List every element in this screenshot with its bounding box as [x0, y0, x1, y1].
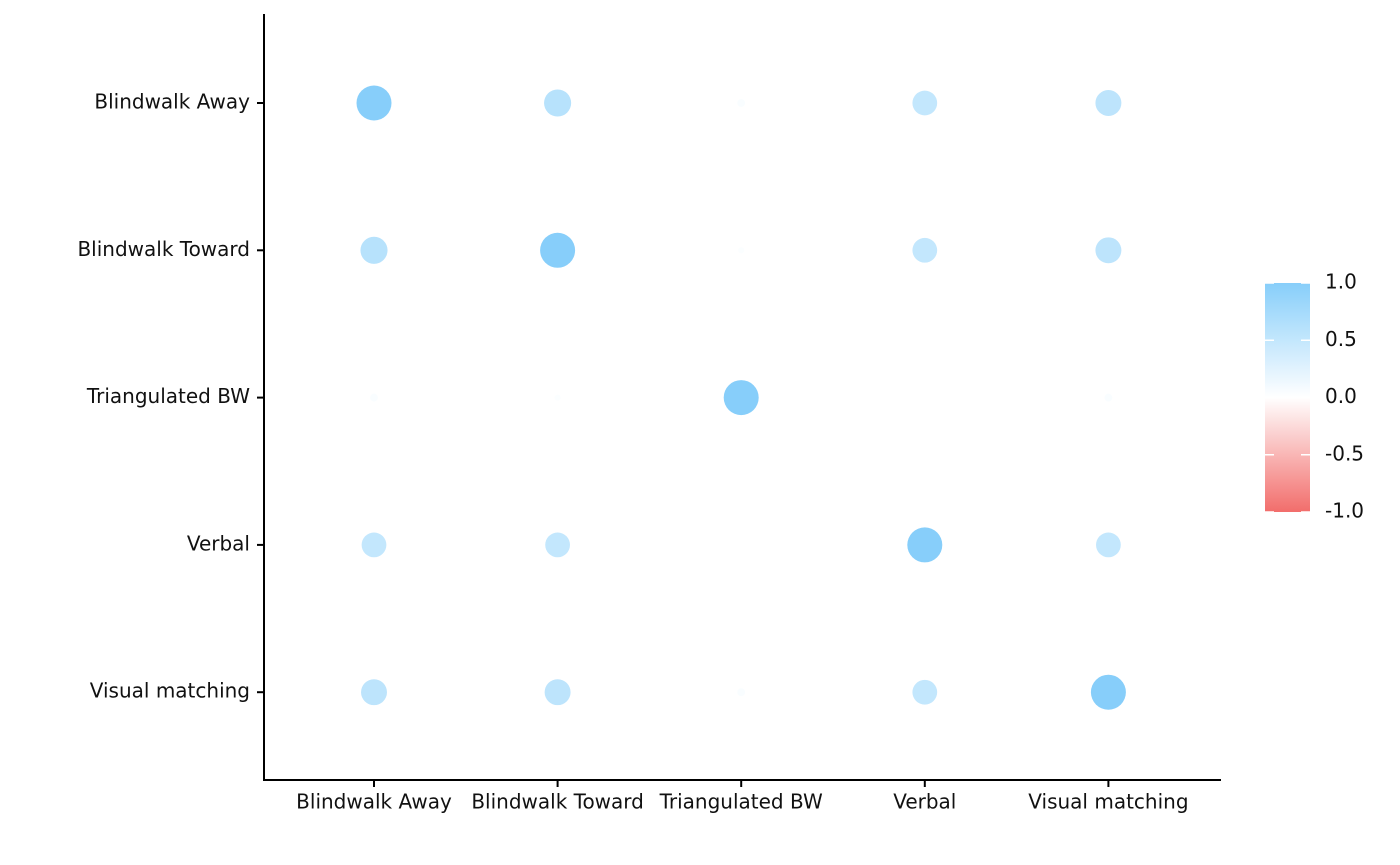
correlation-dot	[360, 236, 388, 264]
correlation-dot	[737, 99, 746, 107]
correlation-dot	[544, 679, 571, 706]
y-tick-label: Triangulated BW	[86, 384, 250, 408]
correlation-dot	[544, 89, 572, 117]
y-tick-label: Visual matching	[90, 679, 250, 703]
correlation-dot	[540, 232, 576, 268]
correlation-dot	[361, 679, 387, 706]
x-tick-label: Triangulated BW	[659, 790, 823, 814]
colorbar-label: 0.0	[1325, 384, 1357, 408]
correlation-dot	[907, 527, 943, 563]
x-tick-label: Blindwalk Away	[296, 790, 452, 814]
correlation-dot	[545, 532, 570, 558]
correlation-dot	[1090, 674, 1126, 710]
colorbar-label: 1.0	[1325, 270, 1357, 294]
colorbar-label: -1.0	[1325, 499, 1364, 523]
x-tick-label: Blindwalk Toward	[471, 790, 644, 814]
y-tick-label: Verbal	[187, 531, 250, 555]
colorbar-label: 0.5	[1325, 327, 1357, 351]
correlation-dot	[361, 532, 387, 558]
correlation-dot	[912, 679, 938, 705]
colorbar-label: -0.5	[1325, 441, 1364, 465]
correlation-dot	[356, 85, 392, 121]
correlation-dot	[912, 90, 938, 116]
correlation-dot	[738, 247, 745, 254]
correlation-dot	[723, 380, 759, 416]
correlation-dot	[1096, 532, 1121, 558]
x-tick-label: Verbal	[893, 790, 956, 814]
y-tick-label: Blindwalk Away	[94, 90, 250, 114]
correlation-dot	[1104, 393, 1113, 402]
correlation-dot	[1095, 90, 1122, 116]
correlation-dot	[737, 688, 746, 697]
y-tick-label: Blindwalk Toward	[77, 237, 250, 261]
correlation-dot	[1095, 237, 1122, 264]
correlation-dot	[554, 394, 561, 401]
correlation-dot	[370, 393, 378, 402]
correlation-dot	[912, 237, 938, 263]
x-tick-label: Visual matching	[1028, 790, 1188, 814]
